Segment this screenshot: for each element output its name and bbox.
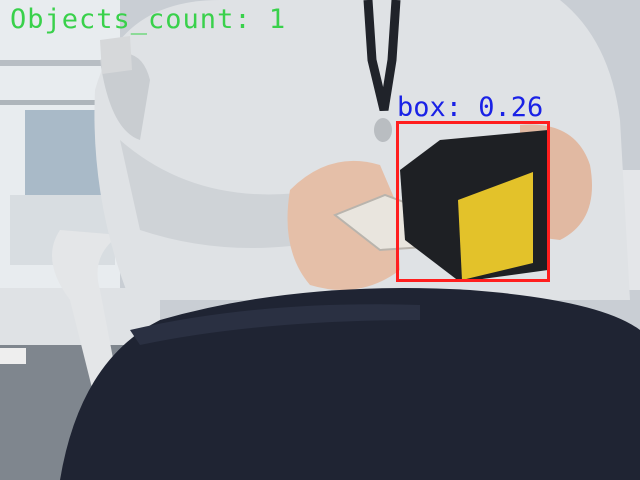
detection-label: box: 0.26	[397, 92, 544, 123]
yellow-label	[458, 172, 533, 280]
lanyard	[363, 0, 401, 112]
sleeve	[120, 140, 330, 248]
chair	[52, 230, 120, 400]
sleeve-patch	[100, 36, 132, 74]
jeans	[60, 288, 640, 480]
detection-box	[396, 121, 550, 282]
objects-count-label: Objects_count: 1	[10, 4, 287, 35]
left-hand	[287, 160, 400, 290]
